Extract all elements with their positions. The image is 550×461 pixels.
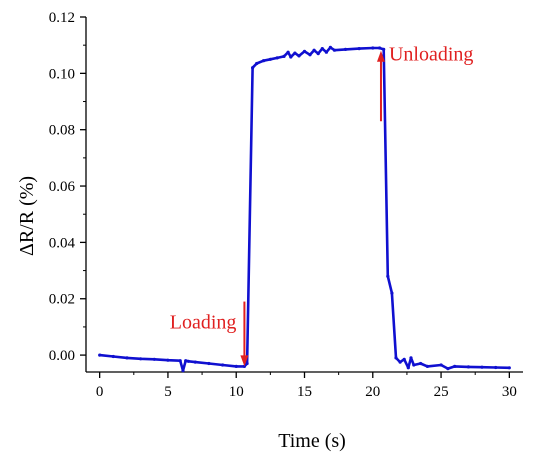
data-point xyxy=(425,364,429,368)
data-point xyxy=(207,361,211,366)
data-point xyxy=(166,358,170,362)
data-point xyxy=(289,55,293,59)
data-point xyxy=(312,48,316,52)
y-axis-ticks: 0.00 0.02 0.04 0.06 0.08 0.10 0.12 xyxy=(49,10,86,364)
x-tick-label: 15 xyxy=(297,384,312,400)
data-point xyxy=(390,291,394,295)
data-point xyxy=(286,50,290,54)
data-point xyxy=(378,46,382,50)
x-tick-label: 30 xyxy=(502,384,517,400)
x-tick-label: 25 xyxy=(434,384,449,400)
data-point xyxy=(316,52,320,56)
data-point xyxy=(402,357,406,361)
annotation-arrowhead xyxy=(376,50,385,62)
data-point xyxy=(221,363,225,367)
x-tick-label: 10 xyxy=(229,384,244,400)
data-point xyxy=(371,46,375,50)
annotation-label: Unloading xyxy=(389,44,473,66)
data-point xyxy=(268,57,272,61)
data-point xyxy=(382,47,386,52)
data-point xyxy=(446,367,450,371)
data-point xyxy=(343,47,348,52)
x-tick-label: 20 xyxy=(365,384,380,400)
data-point xyxy=(453,364,457,368)
data-point xyxy=(139,357,143,361)
y-axis-title: ΔR/R (%) xyxy=(16,176,38,256)
data-point xyxy=(419,361,423,366)
data-point xyxy=(302,49,307,54)
data-point xyxy=(412,363,416,367)
series-layer xyxy=(98,45,511,373)
y-tick-label: 0.12 xyxy=(49,10,75,26)
y-tick-label: 0.00 xyxy=(49,348,75,364)
data-point xyxy=(480,365,484,369)
data-point xyxy=(98,353,102,357)
data-point xyxy=(308,53,312,57)
data-point xyxy=(186,359,190,363)
data-point xyxy=(242,364,246,368)
data-point xyxy=(275,56,279,60)
annotation-arrowhead xyxy=(240,355,249,367)
data-point xyxy=(178,359,182,363)
x-tick-label: 5 xyxy=(164,384,172,400)
data-point xyxy=(357,47,361,51)
annotation-layer: Loading Unloading xyxy=(170,44,473,367)
data-point xyxy=(181,369,185,373)
data-point xyxy=(328,45,332,50)
y-tick-label: 0.06 xyxy=(49,179,76,195)
data-point xyxy=(494,365,498,370)
data-point xyxy=(125,356,129,360)
data-point xyxy=(320,47,324,51)
annotation-label: Loading xyxy=(170,311,237,333)
x-axis-title: Time (s) xyxy=(278,430,346,452)
data-point xyxy=(398,360,402,364)
data-point xyxy=(193,360,197,364)
data-point xyxy=(406,366,410,370)
data-point xyxy=(386,274,390,278)
data-point xyxy=(394,356,398,360)
y-tick-label: 0.04 xyxy=(49,235,76,251)
data-point xyxy=(293,51,297,55)
data-point xyxy=(111,354,115,359)
data-point xyxy=(152,357,156,361)
data-point xyxy=(184,359,188,363)
y-tick-label: 0.02 xyxy=(49,292,75,308)
data-point xyxy=(251,66,255,70)
data-point xyxy=(282,54,286,59)
data-point xyxy=(234,364,238,368)
x-axis-ticks: 0 5 10 15 20 25 30 xyxy=(96,372,517,400)
data-point xyxy=(297,54,301,58)
data-point xyxy=(261,59,266,63)
data-point xyxy=(466,365,470,369)
data-point xyxy=(245,361,249,366)
y-tick-label: 0.10 xyxy=(49,66,75,82)
data-point xyxy=(409,356,413,360)
data-point xyxy=(439,363,443,367)
data-point xyxy=(324,50,328,54)
x-tick-label: 0 xyxy=(96,384,104,400)
data-point xyxy=(332,48,337,52)
data-point xyxy=(507,366,511,370)
y-tick-label: 0.08 xyxy=(49,123,75,139)
data-point xyxy=(255,61,259,66)
